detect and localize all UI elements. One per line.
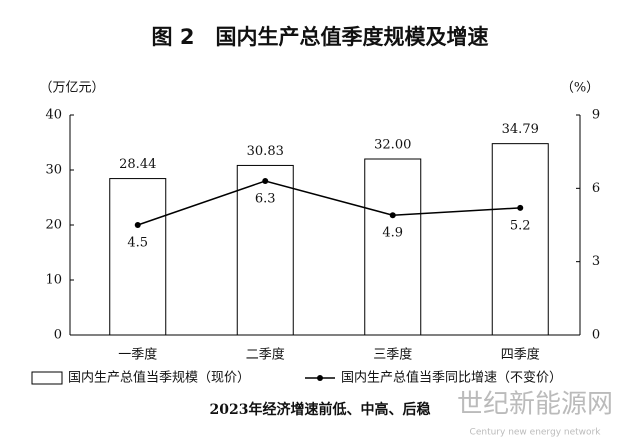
line-marker (134, 222, 141, 228)
line-value-label: 6.3 (255, 192, 276, 207)
watermark: 世纪新能源网 (457, 390, 613, 420)
line-value-label: 4.5 (127, 236, 148, 251)
x-tick-label: 四季度 (501, 347, 540, 363)
y-tick-label: 0 (54, 328, 62, 343)
y2-tick-label: 0 (592, 328, 600, 343)
y-tick-label: 40 (45, 108, 62, 123)
y-axis-label: （万亿元） (39, 81, 104, 96)
y-tick-label: 10 (45, 273, 62, 288)
legend-swatch (31, 371, 63, 385)
line-value-label: 4.9 (382, 226, 403, 241)
chart-title: 图 2 国内生产总值季度规模及增速 (152, 25, 489, 49)
bar (109, 178, 167, 336)
bar (236, 164, 294, 336)
y2-tick-label: 3 (592, 254, 600, 269)
y2-axis-label: （%） (561, 81, 599, 96)
line-marker (262, 178, 269, 184)
x-tick-label: 三季度 (373, 347, 412, 363)
x-tick-label: 二季度 (246, 347, 285, 363)
y-tick-label: 20 (45, 218, 62, 233)
bar (491, 143, 549, 336)
line-value-label: 5.2 (510, 218, 531, 233)
bar-value-label: 34.79 (502, 122, 539, 137)
caption: 2023年经济增速前低、中高、后稳 (210, 401, 431, 418)
bar-value-label: 32.00 (374, 138, 411, 153)
x-tick-label: 一季度 (118, 347, 157, 363)
y-tick-label: 30 (45, 163, 62, 178)
bar (364, 158, 422, 336)
bar-value-label: 28.44 (119, 157, 156, 172)
legend-swatch (317, 375, 323, 381)
legend-label: 国内生产总值当季同比增速（不变价） (341, 370, 562, 386)
y2-tick-label: 9 (592, 108, 600, 123)
watermark-sub: Century new energy network (470, 428, 602, 438)
bar-value-label: 30.83 (247, 144, 284, 159)
line (137, 180, 521, 226)
line-marker (389, 212, 396, 219)
line-marker (517, 204, 524, 211)
y2-tick-label: 6 (592, 181, 600, 196)
legend-label: 国内生产总值当季规模（现价） (68, 370, 250, 386)
